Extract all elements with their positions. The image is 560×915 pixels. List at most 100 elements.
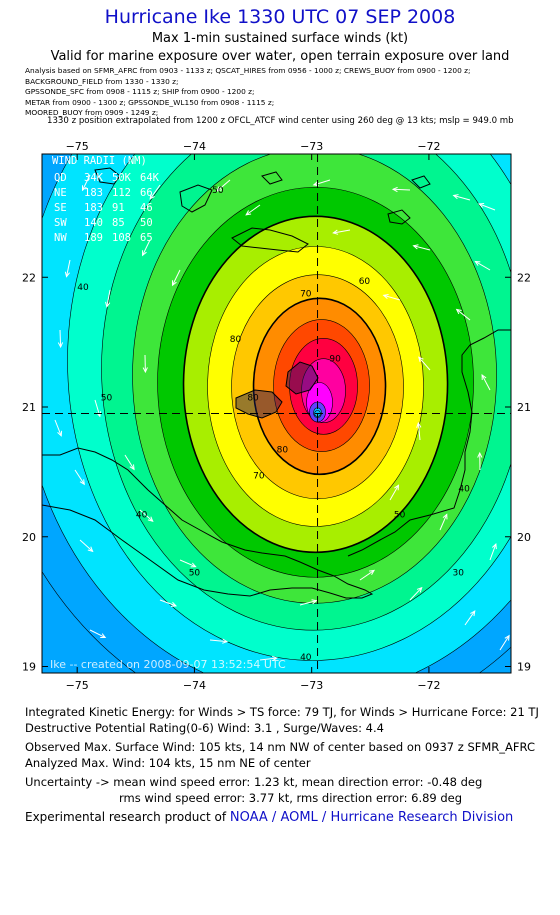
analysis-line-4: METAR from 0900 - 1300 z; GPSSONDE_WL150…: [25, 97, 275, 107]
wind-arrow: [299, 599, 318, 606]
landmasses: [42, 167, 511, 599]
lat-tick-label-left: 19: [22, 661, 36, 674]
wind-arrow: [359, 569, 375, 581]
wind-arrow: [474, 260, 491, 271]
lat-tick-label-right: 19: [517, 661, 531, 674]
wind-arrow: [481, 373, 491, 391]
contour-label: 40: [77, 283, 89, 293]
wind-radii-table: WIND RADII (NM) QD 34K 50K 64K NE 183 112 66 S…: [52, 155, 160, 244]
wind-arrow: [57, 329, 64, 349]
contour-label: 50: [394, 510, 406, 520]
wind-arrow: [209, 638, 229, 644]
mayaguana: [411, 175, 431, 189]
contour-labels: 30 40 40 40 40 50 50 50 50 60 70 70 80 80 90 80: [77, 186, 470, 663]
wind-arrow: [142, 239, 151, 257]
contour-label: 50: [189, 569, 201, 579]
wind-arrow: [464, 610, 476, 626]
lon-tick-label-top: −75: [66, 140, 89, 153]
dpr-line: Destructive Potential Rating(0-6) Wind: …: [25, 721, 384, 735]
wind-arrow: [89, 629, 107, 639]
creation-note: Ike -- created on 2008-09-07 13:52:54 UT…: [50, 658, 286, 671]
exposure-note: Valid for marine exposure over water, op…: [50, 49, 510, 64]
wind-arrow: [478, 202, 496, 211]
wind-arrow: [477, 451, 483, 471]
lat-tick-label-right: 21: [517, 401, 531, 414]
analysis-line-3: GPSSONDE_SFC from 0908 - 1115 z; SHIP fr…: [25, 87, 255, 96]
wind-arrow: [452, 194, 471, 201]
wind-arrow: [418, 356, 431, 371]
wind-arrow: [64, 259, 71, 278]
acklins-island: [179, 184, 213, 213]
contour-label: 90: [329, 355, 341, 365]
wind-arrow: [74, 469, 85, 486]
wind-arrow: [416, 421, 422, 441]
hrd-link[interactable]: NOAA / AOML / Hurricane Research Divisio…: [229, 810, 514, 825]
haiti-coast: [347, 329, 511, 557]
wind-arrow: [409, 586, 423, 601]
contour-label: 60: [359, 277, 371, 287]
observed-max-wind: Observed Max. Surface Wind: 105 kts, 14 …: [25, 740, 535, 754]
wind-arrow: [455, 308, 471, 321]
wind-arrow: [245, 204, 261, 216]
uncertainty-mean: Uncertainty -> mean wind speed error: 1.…: [25, 775, 483, 789]
wind-swath: 30 40 40 40 40 50 50 50 50 60 70 70 80 80 90 80: [42, 154, 511, 673]
contour-label: 40: [136, 510, 148, 520]
wind-radii-header: QD 34K 50K 64K: [54, 172, 160, 184]
cuba-coast: [42, 447, 374, 599]
contour-label: 80: [230, 335, 242, 345]
wind-arrow: [171, 269, 181, 287]
wind-arrow: [391, 186, 411, 193]
wind-arrow: [412, 244, 431, 251]
map-title: Hurricane Ike 1330 UTC 07 SEP 2008: [104, 6, 456, 28]
wind-arrow: [216, 179, 231, 192]
crooked-island: [231, 227, 309, 253]
turks-caicos: [285, 361, 319, 395]
lon-tick-label-bottom: −75: [66, 679, 89, 692]
contour-label: 30: [453, 569, 465, 579]
wind-arrow: [159, 599, 178, 607]
position-note: 1330 z position extrapolated from 1200 z…: [47, 116, 514, 126]
wind-radii-row-sw: SW 140 85 50: [54, 217, 153, 229]
lat-tick-label-left: 22: [22, 271, 36, 284]
wind-arrow: [259, 655, 279, 662]
wind-arrow: [389, 484, 400, 501]
lon-tick-label-top: −74: [183, 140, 206, 153]
contour-label: 80: [277, 445, 289, 455]
wind-arrow: [332, 229, 351, 235]
contour-label: 70: [300, 290, 312, 300]
wind-arrow: [105, 289, 111, 308]
wind-arrow: [139, 509, 154, 523]
long-island: [94, 167, 121, 185]
cay: [261, 171, 283, 185]
great-inagua: [387, 209, 411, 225]
wind-arrow: [499, 634, 510, 651]
wind-radii-row-nw: NW 189 108 65: [54, 232, 153, 244]
contour-label: 70: [253, 471, 265, 481]
wind-arrow: [124, 454, 135, 471]
inagua-island: [235, 389, 283, 419]
wind-arrow: [382, 293, 401, 301]
wind-arrow: [149, 184, 161, 200]
axis-ticks: −75 −75 −74 −74 −73 −73 −72 −72 19 19 20 20 21 21 22 22: [22, 140, 531, 692]
lat-tick-label-right: 22: [517, 271, 531, 284]
wind-arrow: [81, 174, 91, 192]
analysis-line-2: BACKGROUND_FIELD from 1330 - 1330 z;: [25, 76, 179, 86]
lon-tick-label-bottom: −72: [417, 679, 440, 692]
credit-prefix: Experimental research product of: [25, 810, 230, 824]
contour-label: 50: [101, 394, 113, 404]
credit-line: Experimental research product of NOAA / …: [25, 810, 513, 825]
analysis-line-1: Analysis based on SFMR_AFRC from 0903 - …: [25, 66, 471, 75]
contour-label: 80: [247, 394, 259, 404]
uncertainty-rms: rms wind speed error: 3.77 kt, rms direc…: [119, 791, 463, 805]
wind-arrow: [54, 419, 63, 437]
analyzed-max-wind: Analyzed Max. Wind: 104 kts, 15 nm NE of…: [25, 756, 311, 770]
contour-label: 40: [300, 653, 312, 663]
lon-tick-label-top: −72: [417, 140, 440, 153]
lon-tick-label-top: −73: [300, 140, 323, 153]
lon-tick-label-bottom: −73: [300, 679, 323, 692]
lat-tick-label-left: 21: [22, 401, 36, 414]
wind-arrow: [489, 542, 497, 561]
map-subtitle: Max 1-min sustained surface winds (kt): [151, 31, 409, 46]
lon-tick-label-bottom: −74: [183, 679, 206, 692]
